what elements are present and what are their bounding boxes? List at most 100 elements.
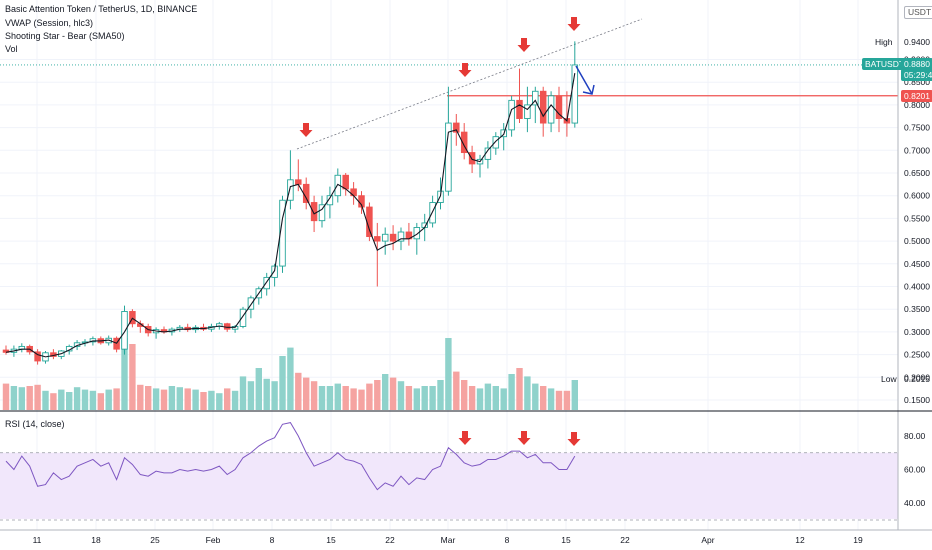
volume-bar <box>176 387 183 410</box>
price-tick-label: 0.2500 <box>904 350 930 360</box>
candle-body <box>223 323 231 330</box>
volume-bar <box>224 388 231 410</box>
trend-line <box>296 18 643 150</box>
indicator-shooting-star-label[interactable]: Shooting Star - Bear (SMA50) <box>5 31 125 41</box>
price-tick-label: 0.5000 <box>904 236 930 246</box>
chart-title: Basic Attention Token / TetherUS, 1D, BI… <box>5 4 198 14</box>
volume-bar <box>247 381 255 410</box>
volume-bar <box>18 387 25 410</box>
grid-lines <box>0 0 898 530</box>
rsi-tick-label: 80.00 <box>904 431 926 441</box>
volume-bar <box>152 388 160 410</box>
rsi-tick-label: 40.00 <box>904 498 926 508</box>
signal-arrows <box>299 17 581 137</box>
price-tick-label: 0.3500 <box>904 304 930 314</box>
price-tick-label: 0.6000 <box>904 191 930 201</box>
candle-body <box>397 231 405 242</box>
candle-body <box>34 351 41 362</box>
high-value: 0.9400 <box>904 37 930 47</box>
down-arrow-icon <box>567 432 581 446</box>
volume-bar <box>145 386 152 410</box>
candle-body <box>342 174 349 190</box>
time-tick-label: Mar <box>441 535 456 545</box>
candle-body <box>271 265 278 278</box>
indicator-vwap-label[interactable]: VWAP (Session, hlc3) <box>5 18 94 28</box>
candle-body <box>453 122 460 133</box>
time-tick-label: 19 <box>853 535 863 545</box>
volume-bar <box>500 388 507 410</box>
candle-body <box>295 179 302 185</box>
high-label: High <box>875 37 893 47</box>
candle-body <box>547 95 555 124</box>
candle-body <box>571 64 579 124</box>
candle-body <box>326 195 334 206</box>
volume-bar <box>239 376 247 410</box>
candle-body <box>263 276 270 290</box>
candle-body <box>310 202 318 222</box>
volume-bar <box>468 386 476 410</box>
rsi-panel: 80.00 60.00 40.00 <box>0 422 926 521</box>
candles <box>2 41 579 365</box>
volume-bar <box>271 381 278 410</box>
trend-line <box>296 18 643 150</box>
time-tick-label: 22 <box>385 535 395 545</box>
volume-bar <box>279 356 286 410</box>
volume-bar <box>342 386 349 410</box>
level-tag: 0.8201 <box>901 90 932 102</box>
volume-bar <box>81 389 89 410</box>
time-tick-label: 8 <box>270 535 275 545</box>
candle-body <box>539 90 547 124</box>
time-tick-label: 15 <box>561 535 571 545</box>
volume-bar <box>34 384 41 410</box>
down-arrow-icon <box>517 38 531 52</box>
candle-body <box>89 338 97 343</box>
volume-bar <box>73 387 81 410</box>
volume-bar <box>563 390 571 410</box>
time-axis: 11 18 25 Feb 8 15 22 Mar 8 15 22 Apr 12 19 <box>33 535 863 545</box>
volume-bar <box>453 371 460 410</box>
price-tick-label: 0.6500 <box>904 168 930 178</box>
down-arrow-icon <box>458 63 472 77</box>
volume-bar <box>571 380 578 410</box>
down-arrow-icon <box>458 431 472 445</box>
price-tick-label: 0.7500 <box>904 123 930 133</box>
rsi-label[interactable]: RSI (14, close) <box>5 419 65 429</box>
volume-bar <box>192 389 199 410</box>
down-arrow-icon <box>517 431 531 445</box>
candle-body <box>413 227 421 240</box>
currency-button[interactable]: USDT <box>904 6 932 19</box>
time-tick-label: 12 <box>795 535 805 545</box>
volume-bar <box>358 389 365 410</box>
time-tick-label: 22 <box>620 535 630 545</box>
volume-bar <box>184 388 191 410</box>
price-tick-label: 0.8500 <box>904 77 930 87</box>
symbol-tag: BATUSDT <box>862 58 908 70</box>
projection-arrow <box>575 65 593 95</box>
volume-bar <box>287 347 294 410</box>
volume-bar <box>200 392 207 410</box>
price-tick-label: 0.1500 <box>904 395 930 405</box>
volume-bar <box>382 374 389 410</box>
volume-bar <box>508 374 515 410</box>
volume-bar <box>366 383 373 410</box>
indicator-volume-label[interactable]: Vol <box>5 44 18 54</box>
time-tick-label: 8 <box>505 535 510 545</box>
candle-body <box>381 233 389 242</box>
volume-bar <box>89 390 97 410</box>
time-tick-label: 18 <box>91 535 101 545</box>
down-arrow-icon <box>299 123 313 137</box>
candle-body <box>302 183 310 203</box>
time-tick-label: 25 <box>150 535 160 545</box>
volume-bar <box>334 383 341 410</box>
volume-bar <box>445 338 452 410</box>
price-tick-label: 0.2000 <box>904 372 930 382</box>
vwap-line <box>5 73 576 358</box>
price-tick-label: 0.8000 <box>904 100 930 110</box>
rsi-band <box>0 452 898 519</box>
candle-body <box>287 179 294 201</box>
time-tick-label: Feb <box>206 535 221 545</box>
volume-bar <box>516 368 523 410</box>
candle-body <box>374 236 381 242</box>
volume-bar <box>263 378 270 410</box>
